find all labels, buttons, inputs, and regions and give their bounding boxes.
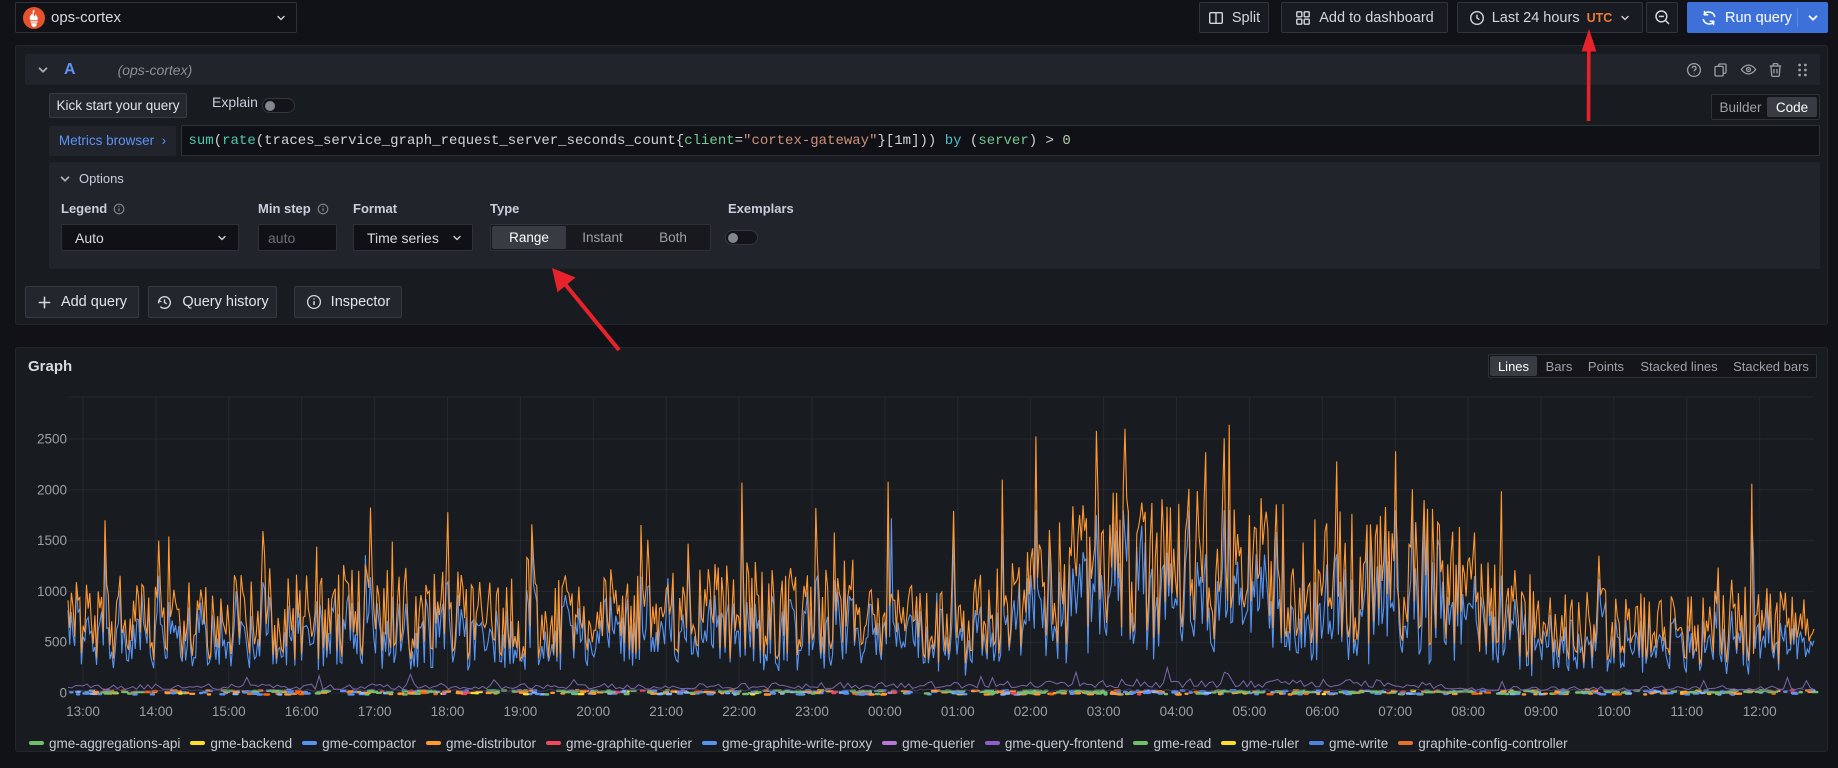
svg-text:1000: 1000 bbox=[37, 584, 67, 599]
svg-text:0: 0 bbox=[59, 686, 67, 701]
svg-text:12:00: 12:00 bbox=[1743, 704, 1777, 719]
svg-text:09:00: 09:00 bbox=[1524, 704, 1558, 719]
svg-text:22:00: 22:00 bbox=[722, 704, 756, 719]
svg-text:500: 500 bbox=[44, 635, 67, 650]
svg-text:2000: 2000 bbox=[37, 482, 67, 497]
svg-text:03:00: 03:00 bbox=[1087, 704, 1121, 719]
svg-text:02:00: 02:00 bbox=[1014, 704, 1048, 719]
svg-text:05:00: 05:00 bbox=[1233, 704, 1267, 719]
svg-text:2500: 2500 bbox=[37, 432, 67, 447]
svg-text:18:00: 18:00 bbox=[431, 704, 465, 719]
svg-text:17:00: 17:00 bbox=[358, 704, 392, 719]
svg-text:10:00: 10:00 bbox=[1597, 704, 1631, 719]
svg-text:16:00: 16:00 bbox=[285, 704, 319, 719]
svg-text:21:00: 21:00 bbox=[649, 704, 683, 719]
svg-text:07:00: 07:00 bbox=[1378, 704, 1412, 719]
svg-text:08:00: 08:00 bbox=[1451, 704, 1485, 719]
svg-text:11:00: 11:00 bbox=[1670, 704, 1703, 719]
svg-text:06:00: 06:00 bbox=[1305, 704, 1339, 719]
svg-text:19:00: 19:00 bbox=[504, 704, 538, 719]
svg-text:04:00: 04:00 bbox=[1160, 704, 1194, 719]
svg-text:01:00: 01:00 bbox=[941, 704, 975, 719]
svg-text:1500: 1500 bbox=[37, 533, 67, 548]
svg-text:23:00: 23:00 bbox=[795, 704, 829, 719]
svg-text:20:00: 20:00 bbox=[576, 704, 610, 719]
svg-text:00:00: 00:00 bbox=[868, 704, 902, 719]
svg-text:14:00: 14:00 bbox=[139, 704, 173, 719]
svg-text:13:00: 13:00 bbox=[66, 704, 100, 719]
svg-text:15:00: 15:00 bbox=[212, 704, 246, 719]
